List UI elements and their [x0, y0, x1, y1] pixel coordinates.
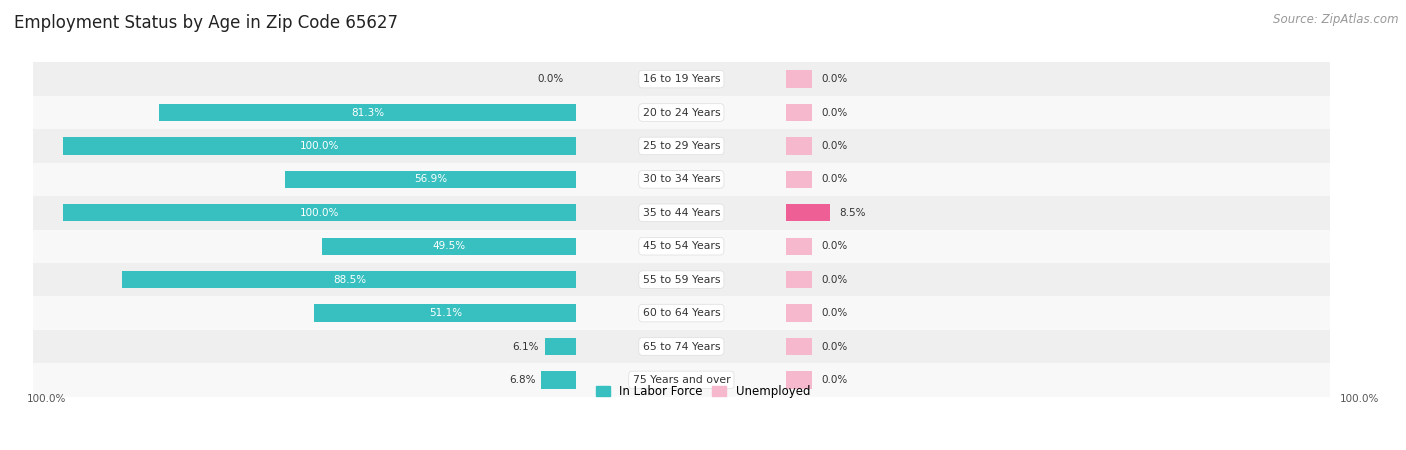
- Text: 65 to 74 Years: 65 to 74 Years: [643, 342, 720, 351]
- FancyBboxPatch shape: [32, 96, 1330, 129]
- Bar: [284, 171, 576, 188]
- Text: 55 to 59 Years: 55 to 59 Years: [643, 274, 720, 285]
- Bar: [159, 104, 576, 121]
- Text: 0.0%: 0.0%: [821, 241, 848, 251]
- Text: 0.0%: 0.0%: [821, 74, 848, 84]
- FancyBboxPatch shape: [32, 297, 1330, 330]
- Bar: [786, 70, 813, 88]
- FancyBboxPatch shape: [32, 263, 1330, 297]
- Legend: In Labor Force, Unemployed: In Labor Force, Unemployed: [591, 380, 815, 403]
- Bar: [786, 171, 813, 188]
- Text: 0.0%: 0.0%: [821, 274, 848, 285]
- Text: 0.0%: 0.0%: [821, 308, 848, 318]
- Text: 88.5%: 88.5%: [333, 274, 366, 285]
- Text: Source: ZipAtlas.com: Source: ZipAtlas.com: [1274, 14, 1399, 27]
- Text: 100.0%: 100.0%: [301, 208, 340, 218]
- Text: 30 to 34 Years: 30 to 34 Years: [643, 174, 720, 184]
- Bar: [786, 204, 830, 221]
- Bar: [786, 304, 813, 322]
- FancyBboxPatch shape: [32, 63, 1330, 96]
- Text: 100.0%: 100.0%: [301, 141, 340, 151]
- FancyBboxPatch shape: [32, 162, 1330, 196]
- Text: 6.8%: 6.8%: [509, 375, 536, 385]
- Text: 60 to 64 Years: 60 to 64 Years: [643, 308, 720, 318]
- Text: 0.0%: 0.0%: [821, 375, 848, 385]
- Bar: [786, 338, 813, 355]
- Bar: [546, 338, 576, 355]
- Text: 20 to 24 Years: 20 to 24 Years: [643, 108, 720, 117]
- Bar: [122, 271, 576, 288]
- Text: 81.3%: 81.3%: [352, 108, 384, 117]
- Text: 0.0%: 0.0%: [821, 174, 848, 184]
- Bar: [315, 304, 576, 322]
- Bar: [786, 104, 813, 121]
- Bar: [322, 238, 576, 255]
- Bar: [786, 137, 813, 155]
- FancyBboxPatch shape: [32, 230, 1330, 263]
- FancyBboxPatch shape: [32, 129, 1330, 162]
- Bar: [786, 271, 813, 288]
- Text: 100.0%: 100.0%: [27, 394, 66, 404]
- Bar: [63, 204, 576, 221]
- Text: 51.1%: 51.1%: [429, 308, 461, 318]
- Bar: [541, 371, 576, 389]
- Text: 35 to 44 Years: 35 to 44 Years: [643, 208, 720, 218]
- Text: 100.0%: 100.0%: [1340, 394, 1379, 404]
- Text: 0.0%: 0.0%: [821, 141, 848, 151]
- Bar: [786, 238, 813, 255]
- Text: 0.0%: 0.0%: [821, 108, 848, 117]
- FancyBboxPatch shape: [32, 363, 1330, 396]
- Text: 25 to 29 Years: 25 to 29 Years: [643, 141, 720, 151]
- Text: 0.0%: 0.0%: [537, 74, 564, 84]
- Bar: [63, 137, 576, 155]
- Text: 56.9%: 56.9%: [413, 174, 447, 184]
- Text: Employment Status by Age in Zip Code 65627: Employment Status by Age in Zip Code 656…: [14, 14, 398, 32]
- Text: 0.0%: 0.0%: [821, 342, 848, 351]
- Text: 49.5%: 49.5%: [433, 241, 465, 251]
- Text: 75 Years and over: 75 Years and over: [633, 375, 730, 385]
- Text: 6.1%: 6.1%: [512, 342, 538, 351]
- Text: 45 to 54 Years: 45 to 54 Years: [643, 241, 720, 251]
- FancyBboxPatch shape: [32, 196, 1330, 230]
- Bar: [786, 371, 813, 389]
- Text: 16 to 19 Years: 16 to 19 Years: [643, 74, 720, 84]
- Text: 8.5%: 8.5%: [839, 208, 866, 218]
- FancyBboxPatch shape: [32, 330, 1330, 363]
